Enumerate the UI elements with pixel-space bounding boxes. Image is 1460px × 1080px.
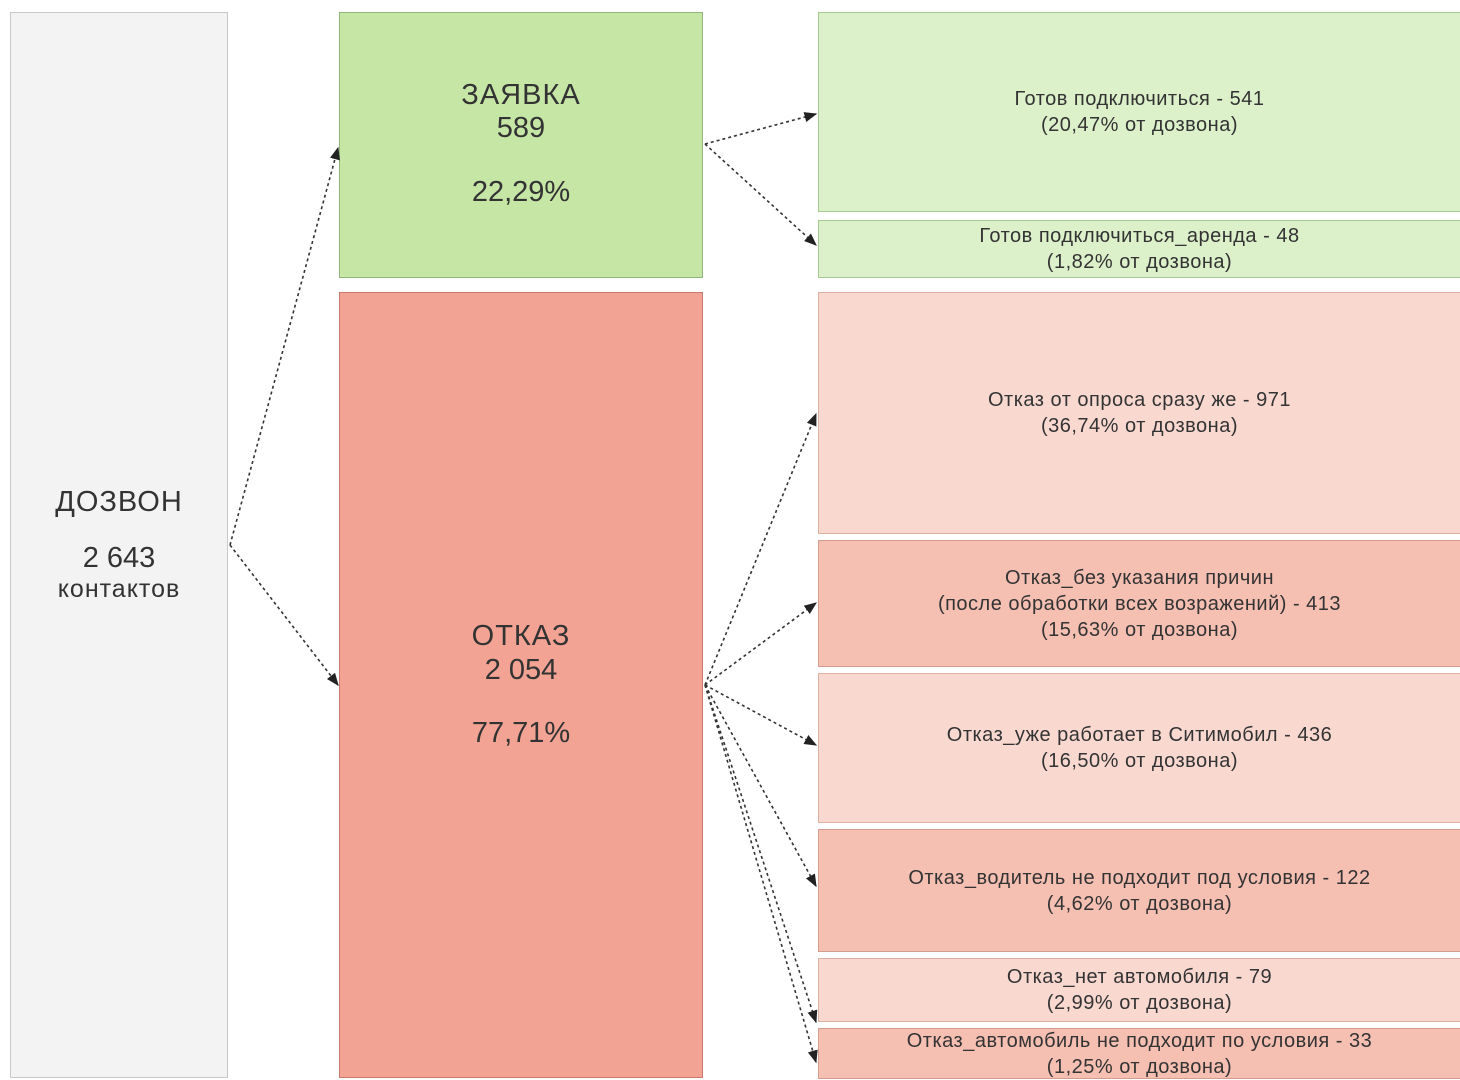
leaf-accept-ready: Готов подключиться - 541 (20,47% от дозв…: [818, 12, 1460, 212]
node-zayavka: ЗАЯВКА 589 22,29%: [339, 12, 703, 278]
root-node-dozvon: ДОЗВОН 2 643 контактов: [10, 12, 228, 1078]
leaf-reject-citymobil: Отказ_уже работает в Ситимобил - 436 (16…: [818, 673, 1460, 823]
leaf-reject-driver: Отказ_водитель не подходит под условия -…: [818, 829, 1460, 952]
leaf-accept-rent: Готов подключиться_аренда - 48 (1,82% от…: [818, 220, 1460, 278]
arrow-root-to-zayavka: [229, 146, 340, 546]
leaf-share: (36,74% от дозвона): [1040, 415, 1239, 437]
arrow-zayavka-to-ready: [704, 112, 818, 145]
leaf-label: Отказ от опроса сразу же - 971: [988, 389, 1291, 411]
leaf-label: Готов подключиться - 541: [1014, 88, 1265, 110]
arrow-root-to-otkaz: [229, 544, 339, 687]
root-node-unit: контактов: [57, 574, 181, 603]
node-zayavka-name: ЗАЯВКА: [461, 79, 581, 111]
leaf-share: (2,99% от дозвона): [1046, 992, 1233, 1014]
leaf-reject-no-car: Отказ_нет автомобиля - 79 (2,99% от дозв…: [818, 958, 1460, 1022]
root-node-count: 2 643: [82, 542, 156, 575]
leaf-label: Отказ_автомобиль не подходит по условия …: [906, 1029, 1373, 1052]
leaf-label: Отказ_водитель не подходит под условия -…: [908, 866, 1371, 889]
node-otkaz: ОТКАЗ 2 054 77,71%: [339, 292, 703, 1078]
node-otkaz-percent: 77,71%: [471, 716, 571, 749]
leaf-label: Отказ_нет автомобиля - 79: [1006, 966, 1273, 988]
leaf-label: Отказ_без указания причин (после обработ…: [937, 566, 1342, 615]
arrow-otkaz-to-survey: [704, 412, 817, 686]
leaf-reject-survey: Отказ от опроса сразу же - 971 (36,74% о…: [818, 292, 1460, 534]
leaf-reject-no-reason: Отказ_без указания причин (после обработ…: [818, 540, 1460, 667]
arrow-zayavka-to-rent: [704, 143, 817, 246]
leaf-share: (20,47% от дозвона): [1040, 114, 1239, 136]
arrow-otkaz-to-driver: [704, 684, 817, 888]
leaf-share: (16,50% от дозвона): [1040, 750, 1239, 772]
leaf-label: Отказ_уже работает в Ситимобил - 436: [946, 724, 1333, 746]
leaf-share: (4,62% от дозвона): [1046, 892, 1233, 915]
arrow-otkaz-to-no-reason: [704, 602, 818, 686]
node-zayavka-count: 589: [496, 112, 546, 145]
leaf-reject-car-unfit: Отказ_автомобиль не подходит по условия …: [818, 1028, 1460, 1079]
node-otkaz-count: 2 054: [484, 653, 558, 686]
leaf-share: (1,82% от дозвона): [1046, 251, 1233, 273]
leaf-share: (15,63% от дозвона): [1040, 618, 1239, 641]
arrow-otkaz-to-car-unfit: [704, 684, 818, 1064]
root-node-name: ДОЗВОН: [55, 486, 183, 519]
arrow-otkaz-to-citymobil: [704, 684, 818, 746]
leaf-label: Готов подключиться_аренда - 48: [979, 225, 1300, 247]
node-zayavka-percent: 22,29%: [471, 175, 571, 208]
node-otkaz-name: ОТКАЗ: [471, 620, 571, 653]
leaf-share: (1,25% от дозвона): [1046, 1055, 1233, 1078]
arrow-otkaz-to-no-car: [704, 684, 818, 1024]
